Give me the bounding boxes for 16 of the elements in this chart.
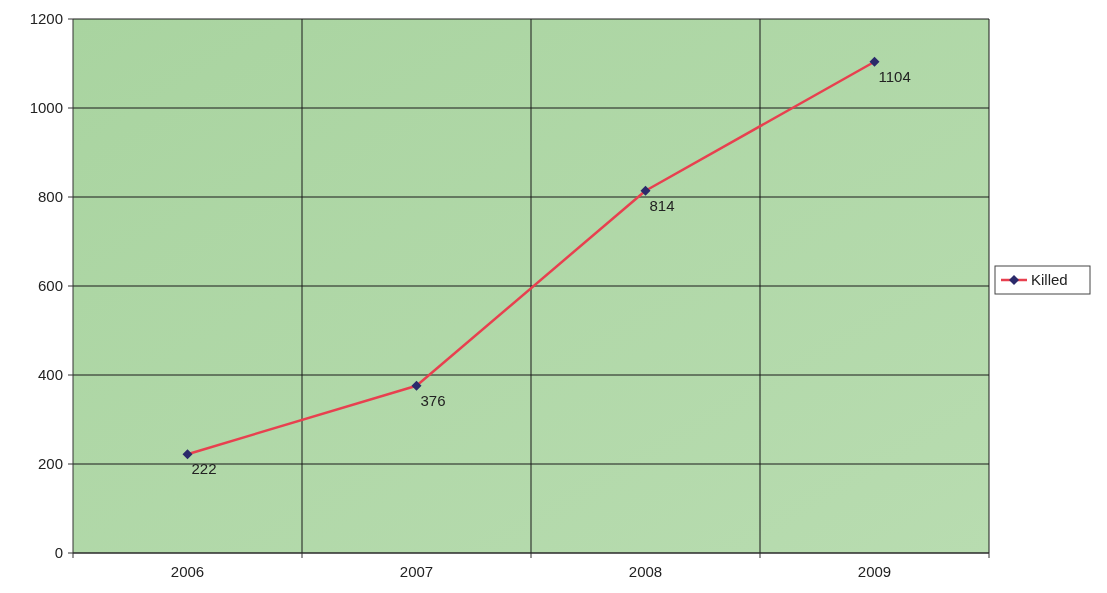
y-tick-label: 1000	[29, 99, 63, 117]
y-tick-label: 200	[37, 455, 63, 473]
data-label: 814	[649, 196, 675, 214]
y-tick-label: 800	[37, 188, 63, 206]
x-tick-label: 2006	[170, 563, 205, 580]
legend-label: Killed	[1031, 271, 1068, 289]
x-tick-label: 2008	[628, 563, 663, 580]
data-label: 1104	[878, 67, 911, 85]
y-tick-label: 400	[37, 366, 63, 384]
y-tick-label: 0	[54, 544, 63, 562]
y-tick-label: 1200	[29, 10, 63, 28]
data-label: 222	[191, 460, 217, 478]
x-tick-label: 2007	[399, 563, 434, 580]
data-label: 376	[420, 391, 446, 409]
x-tick-label: 2009	[857, 563, 892, 580]
y-tick-label: 600	[37, 277, 63, 295]
